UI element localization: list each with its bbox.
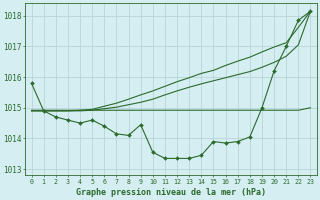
X-axis label: Graphe pression niveau de la mer (hPa): Graphe pression niveau de la mer (hPa)	[76, 188, 266, 197]
